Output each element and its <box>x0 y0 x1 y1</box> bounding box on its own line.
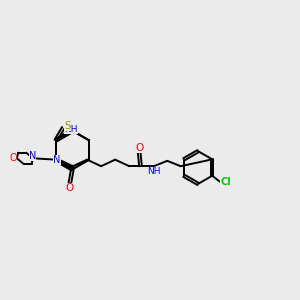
Text: O: O <box>9 153 17 163</box>
Text: NH: NH <box>147 167 160 176</box>
Text: O: O <box>135 143 143 153</box>
Text: N: N <box>29 151 36 161</box>
Text: NH: NH <box>64 125 78 134</box>
Text: S: S <box>64 122 70 131</box>
Text: O: O <box>66 183 74 193</box>
Text: N: N <box>53 154 61 165</box>
Text: Cl: Cl <box>220 177 231 187</box>
